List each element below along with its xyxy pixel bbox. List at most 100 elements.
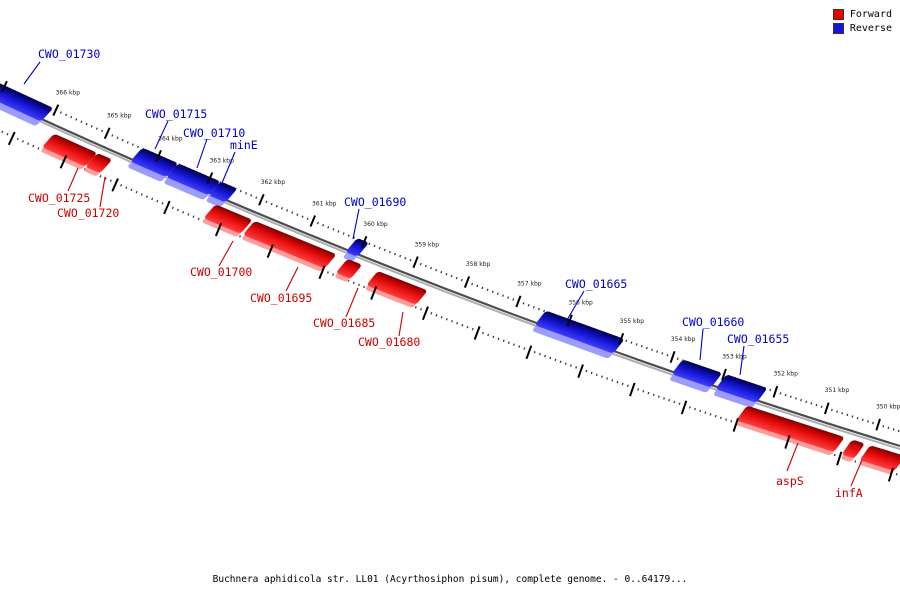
minor-dot [841, 412, 844, 415]
gene-label-aspS[interactable]: aspS [776, 474, 804, 488]
gene-label-CWO_01725[interactable]: CWO_01725 [28, 191, 90, 205]
major-tick-lower [59, 155, 68, 169]
minor-dot [611, 379, 614, 382]
gene-CWO_01660[interactable] [669, 357, 722, 395]
minor-dot [496, 292, 499, 295]
gene-CWO_01715[interactable] [127, 145, 178, 185]
minor-dot [347, 234, 350, 237]
minor-dot [800, 398, 803, 402]
major-tick-lower [629, 382, 636, 397]
gene-CWO_01685[interactable] [334, 257, 362, 286]
minor-dot [95, 127, 98, 130]
minor-dot [872, 421, 874, 425]
minor-dot [694, 407, 696, 411]
minor-dot [456, 321, 459, 325]
minor-dot [250, 194, 253, 197]
minor-dot [130, 188, 133, 192]
gene-gene-unlabeled[interactable] [858, 443, 900, 476]
gene-label-CWO_01665[interactable]: CWO_01665 [565, 277, 627, 291]
gene-label-CWO_01695[interactable]: CWO_01695 [250, 291, 312, 305]
gene-label-CWO_01690[interactable]: CWO_01690 [344, 195, 406, 209]
gene-label-CWO_01655[interactable]: CWO_01655 [727, 332, 789, 346]
gene-features [0, 74, 900, 476]
major-tick-upper [875, 418, 881, 431]
gene-label-CWO_01710[interactable]: CWO_01710 [183, 126, 245, 140]
gene-CWO_01680[interactable] [365, 269, 428, 311]
legend: Forward Reverse [832, 9, 892, 34]
minor-dot [656, 350, 659, 353]
minor-dot [522, 302, 525, 305]
minor-dot [394, 252, 397, 256]
minor-dot [527, 304, 530, 307]
leader-minE [221, 151, 236, 184]
gene-label-CWO_01700[interactable]: CWO_01700 [190, 265, 252, 279]
minor-dot [332, 273, 335, 276]
gene-label-minE[interactable]: minE [230, 138, 258, 152]
tick-label-352kbp: 352 kbp [773, 371, 798, 378]
minor-dot [342, 232, 345, 235]
leader-CWO_01655 [739, 345, 745, 376]
gene-CWO_01695[interactable] [241, 219, 336, 275]
minor-dot [704, 411, 707, 414]
minor-dot [440, 316, 443, 319]
minor-dot [111, 134, 114, 137]
gene-CWO_01700[interactable] [202, 202, 253, 240]
gene-CWO_01725[interactable] [40, 131, 97, 173]
gene-label-CWO_01715[interactable]: CWO_01715 [145, 107, 207, 121]
gene-body [367, 271, 427, 304]
major-tick-lower [370, 286, 378, 300]
gene-label-CWO_01685[interactable]: CWO_01685 [313, 316, 375, 330]
gene-label-leaders [23, 61, 863, 487]
gene-label-CWO_01720[interactable]: CWO_01720 [57, 206, 119, 220]
minor-dot [135, 190, 138, 194]
minor-dot [569, 364, 572, 367]
minor-dot [125, 186, 128, 189]
gene-label-CWO_01730[interactable]: CWO_01730 [38, 47, 100, 61]
gene-CWO_01665[interactable] [532, 308, 625, 361]
minor-dot [709, 413, 712, 416]
minor-dot [851, 415, 854, 418]
minor-dot [306, 217, 309, 221]
major-tick-lower [7, 131, 16, 146]
gene-label-CWO_01680[interactable]: CWO_01680 [358, 335, 420, 349]
leader-CWO_01665 [566, 290, 585, 321]
minor-dot [502, 339, 505, 343]
gene-infA[interactable] [840, 438, 865, 465]
minor-dot [414, 306, 417, 309]
gene-CWO_01730[interactable] [0, 74, 53, 130]
gene-aspS[interactable] [735, 404, 845, 458]
minor-dot [255, 196, 258, 199]
gene-CWO_01690[interactable] [342, 236, 369, 265]
minor-dot [805, 400, 808, 404]
minor-dot [404, 256, 407, 260]
minor-dot [676, 357, 679, 361]
minor-dot [820, 405, 823, 408]
minor-dot [75, 118, 78, 121]
gene-label-infA[interactable]: infA [835, 486, 863, 500]
minor-dot [833, 453, 836, 457]
minor-dot [104, 177, 107, 180]
major-tick-upper [0, 80, 8, 93]
minor-dot [176, 208, 180, 212]
minor-dot [65, 113, 68, 117]
minor-dot [435, 314, 438, 317]
gene-CWO_01720[interactable] [83, 151, 112, 180]
minor-dot [471, 327, 474, 331]
minor-dot [419, 308, 422, 311]
minor-dot [126, 141, 129, 144]
minor-dot [116, 136, 119, 140]
minor-dot [326, 271, 329, 274]
gene-label-CWO_01660[interactable]: CWO_01660 [682, 315, 744, 329]
minor-dot [836, 410, 838, 413]
tick-label-362kbp: 362 kbp [261, 179, 286, 186]
major-tick-upper [103, 127, 111, 140]
minor-dot [846, 413, 849, 417]
tick-label-353kbp: 353 kbp [722, 353, 747, 360]
minor-dot [471, 282, 474, 286]
gene-minE[interactable] [205, 179, 237, 211]
gene-CWO_01655[interactable] [713, 372, 768, 411]
gene-CWO_01710[interactable] [163, 161, 220, 204]
minor-dot [492, 335, 495, 339]
minor-dot [895, 473, 898, 476]
